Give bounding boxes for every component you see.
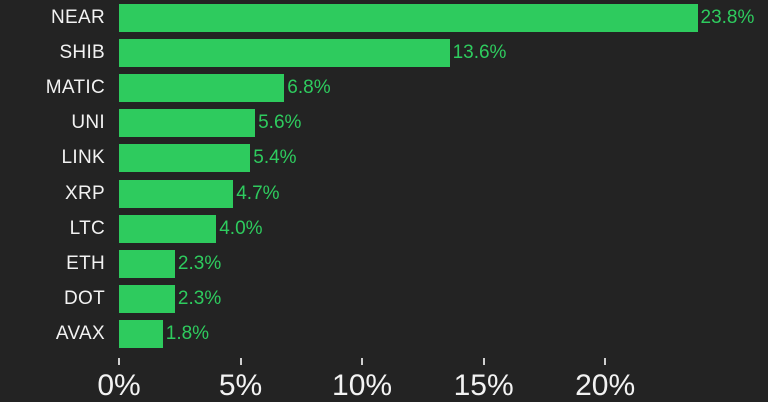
category-label: AVAX bbox=[55, 323, 105, 345]
bar-row: SHIB 13.6% bbox=[0, 35, 768, 70]
bar bbox=[119, 73, 285, 102]
bar-track: 23.8% bbox=[119, 0, 768, 35]
bar-value-label: 23.8% bbox=[700, 6, 755, 28]
category-label: XRP bbox=[65, 182, 105, 204]
bar-row: NEAR 23.8% bbox=[0, 0, 768, 35]
bar bbox=[119, 144, 251, 173]
axis-tick-label: 20% bbox=[575, 369, 636, 402]
axis-tick-label: 5% bbox=[218, 369, 263, 402]
bar-track: 4.7% bbox=[119, 176, 768, 211]
x-axis: 0% 5% 10% 15% 20% bbox=[97, 352, 768, 402]
axis-tick-label: 0% bbox=[97, 369, 141, 402]
axis-tick-mark bbox=[482, 358, 485, 365]
bar-track: 2.3% bbox=[119, 246, 768, 281]
bar-value-label: 4.7% bbox=[236, 182, 280, 204]
axis-tick-mark bbox=[361, 358, 364, 365]
bar-row: LTC 4.0% bbox=[0, 211, 768, 246]
axis-tick-mark bbox=[118, 358, 120, 365]
axis-tick-mark bbox=[239, 358, 242, 365]
bar bbox=[119, 249, 175, 278]
bar-row: MATIC 6.8% bbox=[0, 70, 768, 105]
axis-tick-label: 10% bbox=[332, 369, 393, 402]
plot-area: NEAR 23.8% SHIB 13.6% MATIC 6.8% UNI 5.6… bbox=[0, 0, 768, 352]
bar bbox=[119, 38, 450, 67]
bar-track: 5.6% bbox=[119, 106, 768, 141]
category-label: UNI bbox=[71, 112, 105, 134]
bar-value-label: 2.3% bbox=[177, 288, 222, 310]
bar-value-label: 1.8% bbox=[165, 323, 210, 345]
axis-tick-label: 15% bbox=[453, 369, 514, 402]
bar-track: 6.8% bbox=[119, 70, 768, 105]
bar-row: XRP 4.7% bbox=[0, 176, 768, 211]
category-label: DOT bbox=[63, 288, 105, 310]
bar bbox=[119, 320, 163, 349]
bar-value-label: 13.6% bbox=[452, 41, 507, 63]
bar-track: 2.3% bbox=[119, 282, 768, 317]
bar-value-label: 4.0% bbox=[219, 217, 263, 239]
bar-track: 13.6% bbox=[119, 35, 768, 70]
bar bbox=[119, 179, 234, 208]
category-label: LTC bbox=[69, 217, 105, 239]
bar bbox=[119, 285, 175, 314]
bar-track: 4.0% bbox=[119, 211, 768, 246]
bar-value-label: 5.4% bbox=[253, 147, 297, 169]
category-label: LINK bbox=[61, 147, 105, 169]
bar-value-label: 5.6% bbox=[258, 112, 302, 134]
bar-value-label: 6.8% bbox=[287, 76, 331, 98]
bar-row: AVAX 1.8% bbox=[0, 317, 768, 352]
bar bbox=[119, 3, 698, 32]
category-label: SHIB bbox=[59, 41, 105, 63]
category-label: MATIC bbox=[45, 76, 105, 98]
category-label: NEAR bbox=[51, 6, 105, 28]
bar-row: DOT 2.3% bbox=[0, 282, 768, 317]
axis-tick-mark bbox=[604, 358, 607, 365]
category-label: ETH bbox=[66, 252, 105, 274]
bar bbox=[119, 109, 256, 138]
bar-track: 1.8% bbox=[119, 317, 768, 352]
bar bbox=[119, 214, 217, 243]
bar-row: LINK 5.4% bbox=[0, 141, 768, 176]
bar-value-label: 2.3% bbox=[177, 252, 222, 274]
bar-row: UNI 5.6% bbox=[0, 106, 768, 141]
bar-row: ETH 2.3% bbox=[0, 246, 768, 281]
bar-track: 5.4% bbox=[119, 141, 768, 176]
